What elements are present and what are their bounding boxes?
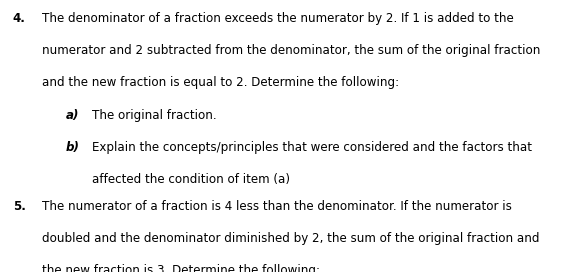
Text: b): b) [66, 141, 80, 154]
Text: 4.: 4. [13, 12, 26, 25]
Text: numerator and 2 subtracted from the denominator, the sum of the original fractio: numerator and 2 subtracted from the deno… [42, 44, 541, 57]
Text: affected the condition of item (a): affected the condition of item (a) [92, 173, 290, 186]
Text: and the new fraction is equal to 2. Determine the following:: and the new fraction is equal to 2. Dete… [42, 76, 399, 89]
Text: The numerator of a fraction is 4 less than the denominator. If the numerator is: The numerator of a fraction is 4 less th… [42, 200, 512, 213]
Text: The denominator of a fraction exceeds the numerator by 2. If 1 is added to the: The denominator of a fraction exceeds th… [42, 12, 514, 25]
Text: a): a) [66, 109, 79, 122]
Text: 5.: 5. [13, 200, 26, 213]
Text: the new fraction is 3. Determine the following:: the new fraction is 3. Determine the fol… [42, 264, 320, 272]
Text: doubled and the denominator diminished by 2, the sum of the original fraction an: doubled and the denominator diminished b… [42, 232, 539, 245]
Text: Explain the concepts/principles that were considered and the factors that: Explain the concepts/principles that wer… [92, 141, 532, 154]
Text: The original fraction.: The original fraction. [92, 109, 217, 122]
